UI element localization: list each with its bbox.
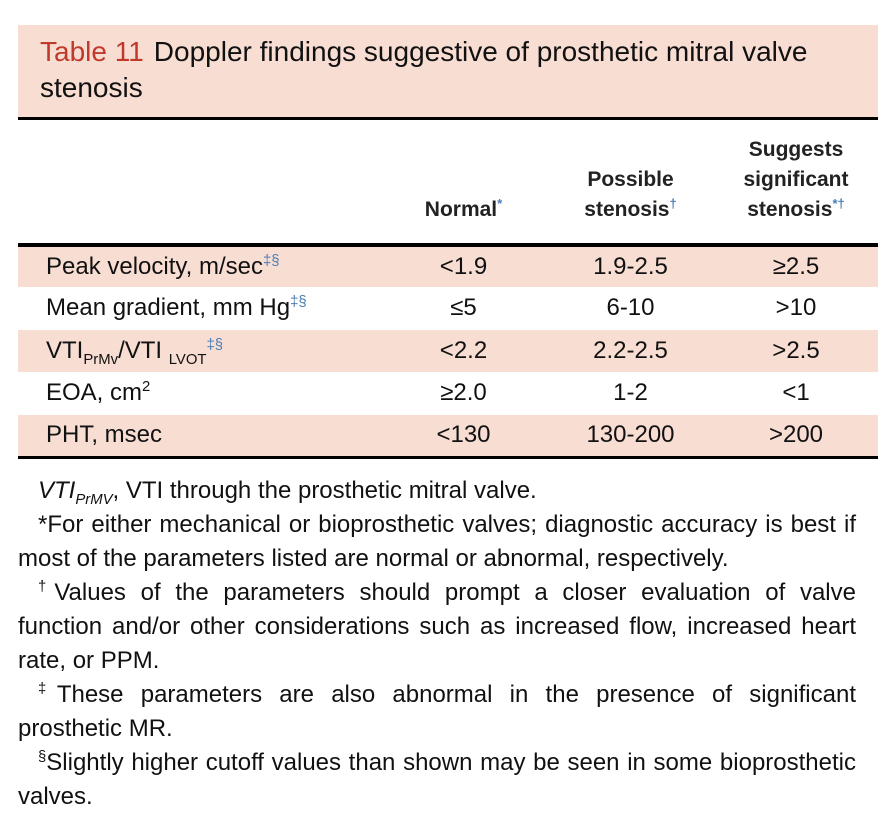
header-blank — [18, 119, 380, 245]
table-body: Peak velocity, m/sec‡§ <1.9 1.9-2.5 ≥2.5 Mea… — [18, 244, 878, 458]
cell: <1 — [782, 379, 810, 407]
superscript: * — [497, 195, 503, 211]
text: Values of the parameters should prompt a… — [18, 579, 856, 674]
footnote: *For either mechanical or bioprosthetic … — [18, 508, 856, 576]
subscript: PrMv — [83, 351, 119, 368]
text: Possible stenosis — [584, 167, 674, 221]
superscript: † — [38, 579, 55, 595]
column-header: Normal* — [380, 119, 547, 245]
text: , VTI through the prosthetic mitral valv… — [112, 477, 537, 504]
footnote: §Slightly higher cutoff values than show… — [18, 746, 856, 814]
footnote: VTIPrMV, VTI through the prosthetic mitr… — [18, 474, 856, 508]
text: /VTI — [118, 336, 169, 364]
cell: ≤5 — [450, 294, 477, 322]
cell: 1-2 — [613, 379, 648, 407]
superscript: § — [38, 749, 47, 765]
row-label: Mean gradient, mm Hg‡§ — [18, 287, 380, 330]
cell: 2.2-2.5 — [593, 336, 668, 364]
superscript: ‡§ — [206, 336, 224, 353]
superscript: ‡§ — [262, 252, 280, 269]
cell: <2.2 — [439, 336, 488, 364]
footnote: ‡These parameters are also abnormal in t… — [18, 678, 856, 746]
text: EOA, cm — [46, 379, 143, 407]
header-row: Normal* Possible stenosis† Suggests signif… — [18, 118, 878, 245]
superscript: ‡ — [38, 681, 57, 697]
cell: 1.9-2.5 — [593, 252, 668, 280]
table-row: Peak velocity, m/sec‡§ <1.9 1.9-2.5 ≥2.5 — [18, 244, 878, 288]
text: Mean gradient, mm Hg — [46, 294, 291, 322]
text: Normal — [424, 197, 498, 221]
table-row: PHT, msec <130 130-200 >200 — [18, 414, 878, 458]
cell: <130 — [436, 421, 491, 448]
text: Suggests significant stenosis — [743, 137, 849, 221]
cell: ≥2.5 — [772, 252, 820, 280]
row-label: VTIPrMv/VTI LVOT‡§ — [18, 330, 380, 373]
table-row: Mean gradient, mm Hg‡§ ≤5 6-10 >10 — [18, 287, 878, 330]
table-title: Table 11 Doppler findings suggestive of p… — [18, 25, 878, 117]
row-label: Peak velocity, m/sec‡§ — [18, 245, 380, 288]
superscript: † — [669, 195, 677, 211]
table-row: VTIPrMv/VTI LVOT‡§ <2.2 2.2-2.5 >2.5 — [18, 329, 878, 373]
column-header: Possible stenosis† — [547, 119, 714, 245]
superscript: *† — [832, 195, 845, 211]
subscript: LVOT — [168, 351, 207, 368]
cell: ≥2.0 — [440, 379, 487, 407]
text: *For either mechanical or bioprosthetic … — [18, 511, 856, 572]
cell: >200 — [768, 421, 824, 448]
footnotes: VTIPrMV, VTI through the prosthetic mitr… — [18, 474, 856, 814]
cell: >2.5 — [772, 336, 820, 364]
text: PHT, msec — [46, 421, 163, 448]
cell: >10 — [775, 294, 817, 322]
table-row: EOA, cm2 ≥2.0 1-2 <1 — [18, 372, 878, 415]
subscript: PrMV — [75, 491, 113, 508]
cell: 130-200 — [586, 421, 675, 448]
text: VTI — [46, 336, 84, 364]
table: Normal* Possible stenosis† Suggests signif… — [18, 117, 878, 459]
superscript: 2 — [142, 379, 151, 396]
superscript: ‡§ — [290, 294, 307, 311]
row-label: PHT, msec — [18, 415, 380, 458]
text: Peak velocity, m/sec — [46, 252, 263, 280]
column-header: Suggests significant stenosis*† — [714, 119, 878, 245]
cell: 6-10 — [606, 294, 655, 322]
italic-text: VTI — [38, 477, 76, 504]
text: Slightly higher cutoff values than shown… — [18, 749, 856, 810]
footnote: †Values of the parameters should prompt … — [18, 576, 856, 678]
text: These parameters are also abnormal in th… — [18, 681, 856, 742]
row-label: EOA, cm2 — [18, 372, 380, 415]
cell: <1.9 — [439, 252, 488, 280]
title-text: Doppler findings suggestive of prostheti… — [40, 36, 808, 103]
table-number: Table 11 — [40, 36, 144, 67]
